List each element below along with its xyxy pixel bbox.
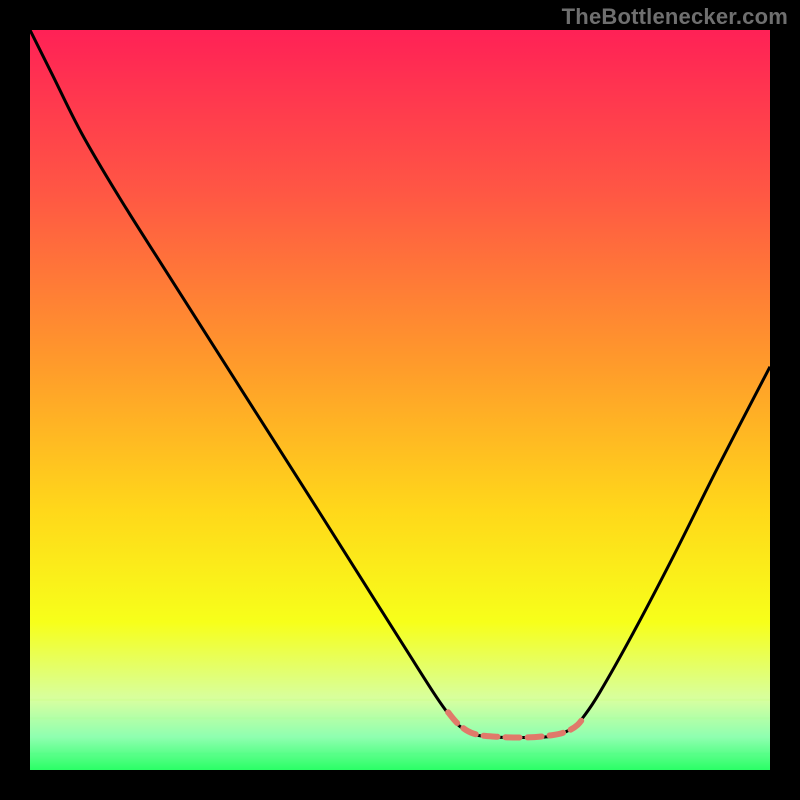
chart-container: TheBottlenecker.com bbox=[0, 0, 800, 800]
attribution-watermark: TheBottlenecker.com bbox=[562, 4, 788, 30]
bottleneck-curve-chart bbox=[0, 0, 800, 800]
plot-background-gradient bbox=[30, 30, 770, 770]
